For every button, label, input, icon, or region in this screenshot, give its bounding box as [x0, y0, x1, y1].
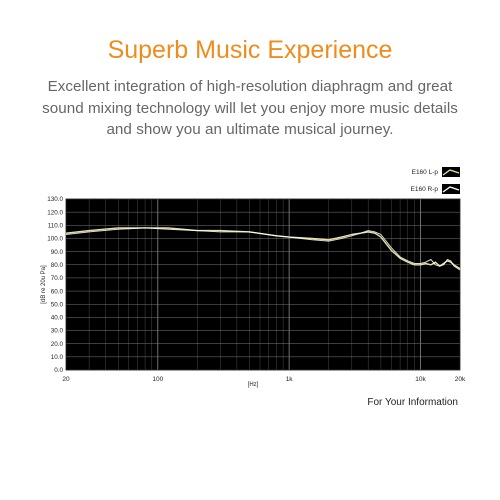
legend-swatch: [442, 184, 460, 194]
y-tick-label: 70.0: [51, 275, 64, 282]
y-tick-label: 40.0: [51, 315, 64, 322]
y-tick-label: 10.0: [51, 354, 64, 361]
y-tick-label: 30.0: [51, 328, 64, 335]
info-note: For Your Information: [367, 397, 458, 408]
description-line: sound mixing technology will let you enj…: [42, 99, 458, 117]
y-tick-label: 130.0: [47, 196, 63, 203]
y-axis-label: [dB re 20u Pa]: [41, 265, 47, 304]
x-tick-label: 1k: [286, 376, 294, 383]
description-line: and show you an ultimate musical journey…: [106, 121, 394, 138]
y-tick-label: 100.0: [47, 236, 63, 243]
y-tick-label: 60.0: [51, 288, 64, 295]
frequency-response-chart: 0.0 10.0 20.0 30.0 40.0 50.0 60.0 70.0 80.0 90.0 1…: [41, 196, 466, 388]
legend-item-left: E160 L-p: [412, 167, 460, 177]
y-tick-label: 50.0: [51, 301, 64, 308]
plot-area: [66, 199, 460, 370]
y-tick-label: 120.0: [47, 209, 63, 216]
x-tick-label: 20: [62, 376, 70, 383]
x-tick-label: 100: [152, 376, 163, 383]
plot-frame: [65, 198, 461, 371]
x-axis-label: [Hz]: [248, 382, 259, 388]
legend-label: E160 L-p: [411, 168, 438, 176]
y-tick-label: 0.0: [54, 367, 63, 374]
y-tick-label: 20.0: [51, 341, 64, 348]
legend-item-right: E160 R-p: [411, 184, 460, 194]
x-tick-label: 20k: [455, 376, 466, 383]
legend-swatch: [442, 167, 460, 177]
description: Excellent integration of high-resolution…: [20, 76, 480, 141]
y-tick-label: 80.0: [51, 262, 64, 269]
y-tick-label: 110.0: [48, 223, 64, 230]
y-tick-label: 90.0: [51, 249, 64, 256]
legend-label: E160 R-p: [410, 185, 438, 193]
series-line-right: [65, 227, 461, 271]
description-line: Excellent integration of high-resolution…: [47, 78, 453, 95]
x-tick-label: 10k: [415, 376, 426, 383]
headline: Superb Music Experience: [107, 36, 393, 64]
